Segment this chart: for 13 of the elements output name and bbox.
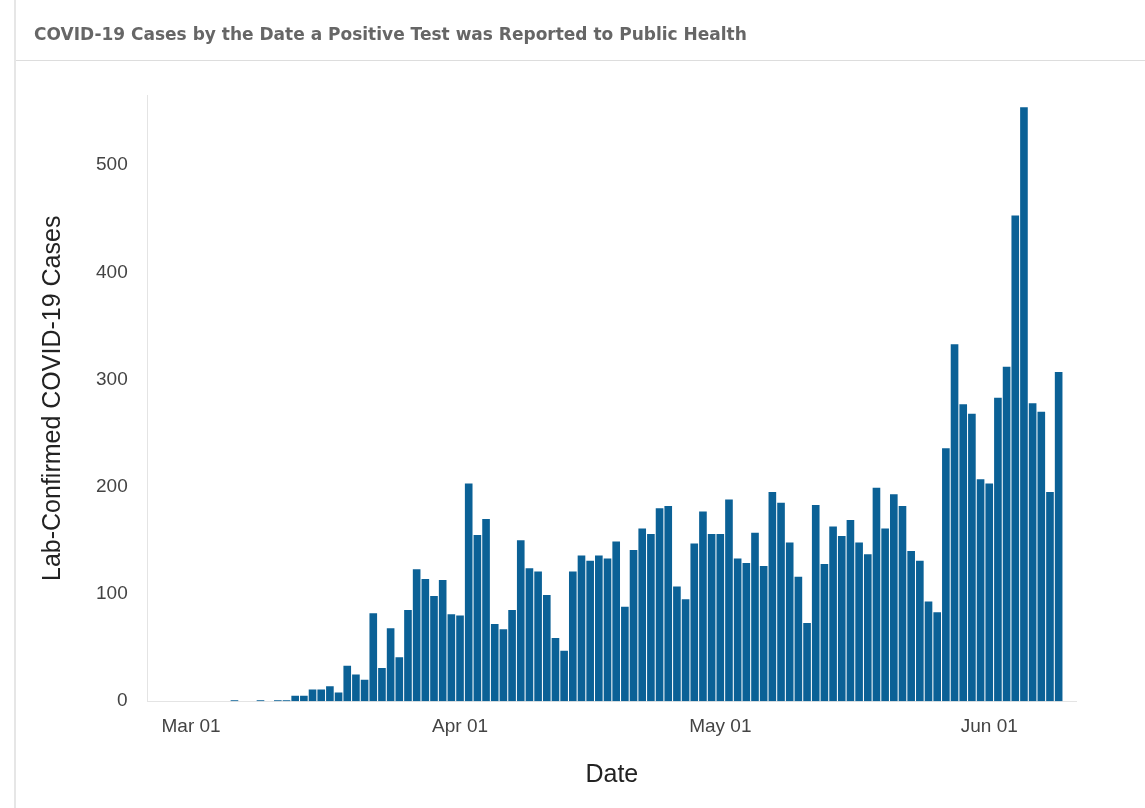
y-tick-label: 100: [96, 582, 128, 604]
x-axis-title: Date: [585, 758, 639, 787]
y-tick-label: 500: [96, 153, 128, 175]
y-tick-label: 400: [96, 260, 128, 282]
x-tick-label: May 01: [689, 714, 752, 736]
y-axis-title: Lab-Confirmed COVID-19 Cases: [36, 215, 65, 582]
x-tick-label: Mar 01: [161, 714, 221, 736]
y-tick-label: 300: [96, 367, 128, 389]
x-tick-label: Jun 01: [960, 714, 1018, 736]
y-tick-label: 0: [117, 689, 128, 711]
chart-title: COVID-19 Cases by the Date a Positive Test was Reported to Public Health: [34, 24, 747, 44]
x-tick-label: Apr 01: [432, 714, 489, 736]
y-tick-label: 200: [96, 474, 128, 496]
